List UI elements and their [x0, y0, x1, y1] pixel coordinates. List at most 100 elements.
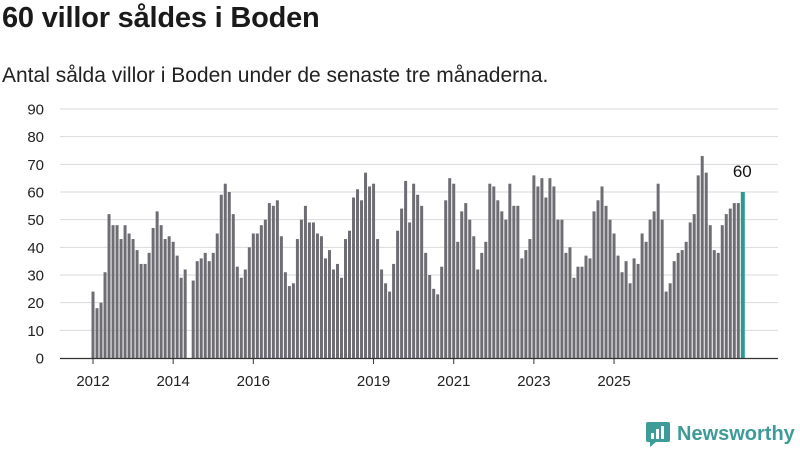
bar [159, 225, 163, 358]
x-tick-label: 2016 [237, 373, 270, 390]
bar [171, 241, 175, 358]
bar [456, 241, 460, 358]
bar [644, 241, 648, 358]
bar [175, 255, 179, 358]
bar [243, 269, 247, 358]
bar [592, 211, 596, 358]
y-tick-label: 90 [27, 102, 44, 119]
bar [532, 175, 536, 358]
x-tick-label: 2023 [517, 373, 550, 390]
bar [339, 277, 343, 358]
bar [147, 252, 151, 358]
newsworthy-logo[interactable]: Newsworthy [645, 420, 795, 448]
bar [127, 233, 131, 358]
x-tick-label: 2019 [357, 373, 390, 390]
bar [139, 263, 143, 358]
bar [219, 194, 223, 358]
bar [484, 241, 488, 358]
bar [688, 222, 692, 358]
y-tick-label: 40 [27, 240, 44, 257]
bar [464, 203, 468, 358]
bar [211, 252, 215, 358]
y-tick-label: 80 [27, 129, 44, 146]
bar [388, 291, 392, 358]
chart-subtitle: Antal sålda villor i Boden under de sena… [2, 64, 549, 87]
bar [712, 250, 716, 358]
bar [299, 219, 303, 358]
bar [540, 178, 544, 358]
bar [632, 258, 636, 358]
bar [352, 197, 356, 358]
bar [724, 214, 728, 358]
bar [111, 225, 115, 358]
bar [267, 203, 271, 358]
bar [696, 175, 700, 358]
bar [480, 252, 484, 358]
bar [468, 219, 472, 358]
bar [664, 291, 668, 358]
bar [392, 263, 396, 358]
bar [331, 269, 335, 358]
bar [556, 219, 560, 358]
bar [596, 200, 600, 358]
bar [155, 211, 159, 358]
brand-name: Newsworthy [677, 422, 795, 445]
axes [60, 357, 778, 364]
bar [239, 277, 243, 358]
bar [496, 200, 500, 358]
bar [608, 219, 612, 358]
bar [99, 302, 103, 358]
bar [275, 200, 279, 358]
x-tick-label: 2025 [597, 373, 630, 390]
bar [628, 283, 632, 358]
bar [604, 205, 608, 358]
bar [287, 286, 291, 358]
bar [708, 225, 712, 358]
bar [384, 283, 388, 358]
x-tick-label: 2014 [156, 373, 189, 390]
bar [131, 239, 135, 358]
bar [344, 239, 348, 358]
bar [167, 236, 171, 358]
bar [191, 280, 195, 358]
highlight-value-label: 60 [733, 162, 752, 181]
bar [283, 272, 287, 358]
bar [424, 252, 428, 358]
bar [536, 186, 540, 358]
bar [263, 219, 267, 358]
bar [303, 205, 307, 358]
bar [372, 183, 376, 358]
bar [728, 208, 732, 358]
chart-title: 60 villor såldes i Boden [2, 2, 320, 34]
bar [616, 255, 620, 358]
bar [600, 186, 604, 358]
bar [652, 211, 656, 358]
bar [235, 266, 239, 358]
bar [364, 172, 368, 358]
bar [588, 258, 592, 358]
bar [380, 269, 384, 358]
bar [428, 275, 432, 358]
bar [271, 205, 275, 358]
bar [552, 186, 556, 358]
bar [432, 288, 436, 358]
bar [356, 189, 360, 358]
bar [307, 222, 311, 358]
bar [452, 183, 456, 358]
bar [107, 214, 111, 358]
bar [564, 252, 568, 358]
bar [520, 258, 524, 358]
bar [311, 222, 315, 358]
labels: 0 10 20 30 40 50 60 70 80 90 2012 2014 2016 2019 2021 2… [27, 102, 751, 391]
bar [115, 225, 119, 358]
bar [460, 211, 464, 358]
bar [444, 200, 448, 358]
y-tick-label: 50 [27, 212, 44, 229]
bar [516, 205, 520, 358]
bar [396, 230, 400, 358]
bar [672, 261, 676, 358]
bar [648, 219, 652, 358]
bar [640, 233, 644, 358]
bar [716, 252, 720, 358]
